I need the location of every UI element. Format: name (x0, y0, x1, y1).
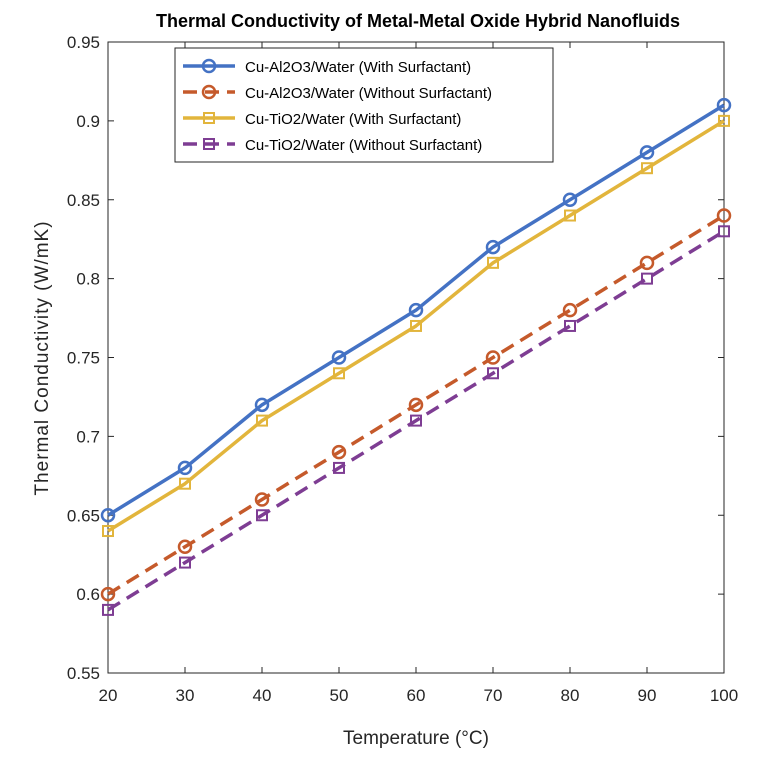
legend-marker (201, 84, 217, 100)
data-point (562, 302, 578, 318)
data-point (256, 414, 268, 427)
legend-marker (203, 138, 215, 150)
x-tick-label: 30 (176, 686, 195, 705)
legend-item: Cu-TiO2/Water (With Surfactant) (183, 111, 461, 128)
legend-marker (203, 112, 215, 124)
legend-label: Cu-Al2O3/Water (Without Surfactant) (245, 85, 492, 102)
data-point (718, 225, 730, 238)
y-tick-label: 0.75 (67, 349, 100, 368)
data-point (487, 367, 499, 380)
data-point (485, 239, 501, 255)
data-point (639, 255, 655, 271)
data-point (716, 208, 732, 223)
data-point (564, 209, 576, 222)
legend-item: Cu-TiO2/Water (Without Surfactant) (183, 137, 482, 154)
series-4 (102, 225, 730, 616)
series-line (107, 119, 725, 533)
data-point (485, 350, 501, 365)
data-point (487, 256, 499, 269)
data-point (177, 460, 193, 476)
legend-marker (201, 58, 217, 74)
data-point (256, 509, 268, 522)
data-point (410, 414, 422, 427)
x-tick-label: 90 (638, 686, 657, 705)
x-tick-label: 70 (484, 686, 503, 705)
legend-label: Cu-TiO2/Water (Without Surfactant) (245, 137, 482, 154)
series-1 (100, 97, 732, 523)
x-axis-label: Temperature (°C) (343, 728, 489, 749)
y-axis-label: Thermal Conductivity (W/mK) (32, 220, 53, 495)
data-point (100, 508, 116, 523)
data-point (254, 397, 270, 413)
data-point (179, 556, 191, 569)
x-tick-label: 40 (253, 686, 272, 705)
data-point (331, 444, 347, 460)
data-point (562, 192, 578, 207)
y-tick-label: 0.8 (76, 270, 100, 289)
series-line (107, 214, 725, 596)
legend-item: Cu-Al2O3/Water (Without Surfactant) (183, 84, 492, 102)
x-tick-label: 100 (710, 686, 738, 705)
data-point (100, 586, 116, 602)
chart-title: Thermal Conductivity of Metal-Metal Oxid… (156, 11, 680, 31)
series-line (107, 229, 725, 612)
data-point (331, 350, 347, 365)
x-tick-label: 50 (330, 686, 349, 705)
y-tick-label: 0.6 (76, 585, 100, 604)
y-tick-label: 0.65 (67, 506, 100, 525)
legend-label: Cu-TiO2/Water (With Surfactant) (245, 111, 461, 128)
legend-label: Cu-Al2O3/Water (With Surfactant) (245, 59, 471, 76)
data-point (564, 319, 576, 332)
data-point (179, 477, 191, 490)
data-point (408, 397, 424, 413)
data-point (408, 302, 424, 318)
data-point (102, 525, 114, 538)
legend: Cu-Al2O3/Water (With Surfactant) Cu-Al2O3… (174, 47, 554, 163)
legend-box (174, 47, 554, 163)
data-point (639, 145, 655, 160)
data-point (716, 97, 732, 113)
data-point (641, 272, 653, 285)
y-tick-label: 0.85 (67, 191, 100, 210)
data-point (410, 319, 422, 332)
y-tick-label: 0.95 (67, 33, 100, 52)
data-point (254, 492, 270, 507)
series-2 (100, 208, 732, 602)
data-point (333, 461, 345, 474)
x-tick-label: 80 (561, 686, 580, 705)
data-point (102, 603, 114, 616)
x-tick-label: 60 (407, 686, 426, 705)
y-tick-label: 0.55 (67, 664, 100, 683)
y-tick-label: 0.9 (76, 112, 100, 131)
data-point (641, 162, 653, 175)
data-point (333, 367, 345, 380)
x-tick-label: 20 (99, 686, 118, 705)
plot-area: 20 30 40 50 60 70 80 90 100 0.55 0.6 0.65 0.7 0.75 0.8… (67, 33, 738, 705)
series-line (107, 103, 725, 517)
data-point (718, 114, 730, 127)
legend-item: Cu-Al2O3/Water (With Surfactant) (183, 58, 471, 76)
series-3 (102, 114, 730, 538)
data-point (177, 539, 193, 555)
y-tick-label: 0.7 (76, 427, 100, 446)
